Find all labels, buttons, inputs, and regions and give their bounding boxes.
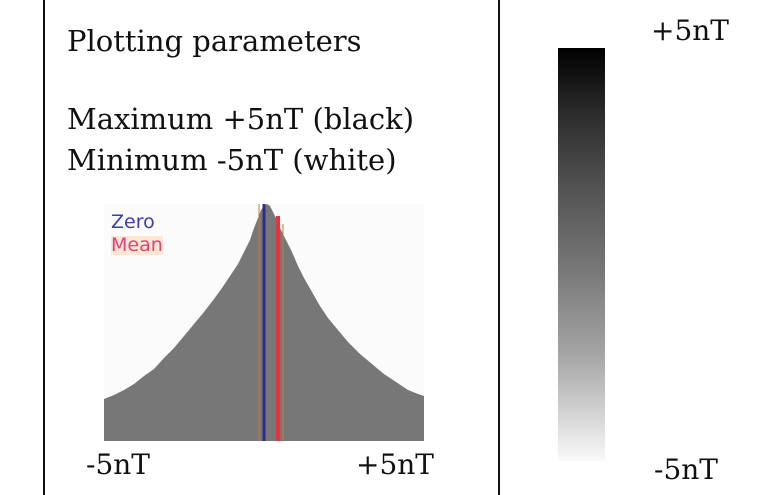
grayscale-colorbar — [558, 48, 605, 461]
histogram-image: Zero Mean — [104, 204, 424, 441]
colorbar-bottom-label: -5nT — [654, 453, 718, 486]
colorbar-top-label: +5nT — [651, 14, 729, 47]
minimum-label: Minimum -5nT (white) — [67, 143, 397, 177]
left-frame-line — [43, 0, 45, 495]
axis-max-label: +5nT — [356, 448, 434, 481]
histogram-graphic — [104, 204, 424, 441]
legend-mean: Mean — [111, 234, 163, 256]
panel-title: Plotting parameters — [67, 24, 362, 58]
maximum-label: Maximum +5nT (black) — [67, 102, 415, 136]
legend-zero: Zero — [111, 211, 155, 233]
divider-line — [498, 0, 500, 495]
axis-min-label: -5nT — [86, 448, 150, 481]
